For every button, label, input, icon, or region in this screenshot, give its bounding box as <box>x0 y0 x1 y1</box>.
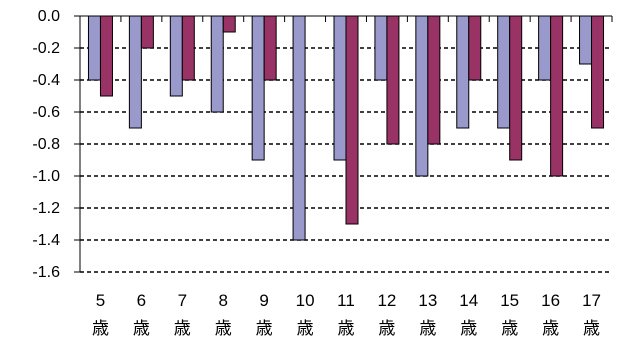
x-tick-label: 7 <box>178 291 187 310</box>
bar-series1-13 <box>416 16 428 176</box>
x-tick-label: 11 <box>337 291 355 310</box>
bar-series2-9 <box>264 16 276 80</box>
x-tick-label: 13 <box>418 291 437 310</box>
x-tick-label: 8 <box>218 291 227 310</box>
x-tick-unit-label: 歳 <box>174 319 191 339</box>
bar-series1-9 <box>252 16 264 160</box>
y-tick-label: -1.2 <box>32 200 60 217</box>
bar-series2-7 <box>182 16 194 80</box>
bar-series1-11 <box>334 16 346 160</box>
bar-series2-15 <box>510 16 522 160</box>
bar-series2-11 <box>346 16 358 224</box>
x-tick-label: 14 <box>459 291 478 310</box>
bar-series2-14 <box>469 16 481 80</box>
bar-series1-10 <box>293 16 305 240</box>
bar-series1-16 <box>539 16 551 80</box>
bar-series1-14 <box>457 16 469 128</box>
bar-series1-5 <box>88 16 100 80</box>
bar-series1-15 <box>498 16 510 128</box>
bar-series2-8 <box>223 16 235 32</box>
bar-series1-8 <box>211 16 223 112</box>
x-tick-label: 17 <box>582 291 601 310</box>
y-tick-labels: 0.0 -0.2 -0.4 -0.6 -0.8 -1.0 -1.2 -1.4 -1.6 <box>32 8 60 281</box>
x-tick-unit-label: 歳 <box>256 319 273 339</box>
y-tick-label: -1.6 <box>32 264 60 281</box>
x-tick-label: 16 <box>541 291 560 310</box>
x-tick-unit-label: 歳 <box>133 319 150 339</box>
bar-series2-5 <box>100 16 112 96</box>
x-tick-unit-label: 歳 <box>338 319 355 339</box>
bars <box>88 16 603 240</box>
bar-series2-17 <box>592 16 604 128</box>
x-tick-label: 12 <box>377 291 396 310</box>
bar-series1-17 <box>580 16 592 64</box>
x-tick-unit-label: 歳 <box>297 319 314 339</box>
x-tick-unit-label: 歳 <box>92 319 109 339</box>
bar-series1-6 <box>129 16 141 128</box>
x-tick-label: 6 <box>137 291 146 310</box>
x-tick-label: 5 <box>96 291 105 310</box>
x-tick-unit-label: 歳 <box>583 319 600 339</box>
x-tick-unit-label: 歳 <box>460 319 477 339</box>
y-tick-label: -1.4 <box>32 232 60 249</box>
x-tick-label: 9 <box>259 291 268 310</box>
y-tick-label: -0.6 <box>32 104 60 121</box>
bar-series2-12 <box>387 16 399 144</box>
y-tick-label: -0.8 <box>32 136 60 153</box>
bar-series2-6 <box>141 16 153 48</box>
x-tick-label: 15 <box>500 291 519 310</box>
x-tick-labels: 5 歳 6 歳 7 歳 8 歳 9 歳 10 歳 11 歳 12 歳 13 歳 14 歳 15 歳 16 歳 17 歳 <box>92 291 601 339</box>
y-tick-label: -0.4 <box>32 72 60 89</box>
x-tick-label: 10 <box>296 291 315 310</box>
bar-series2-16 <box>551 16 563 176</box>
x-tick-unit-label: 歳 <box>419 319 436 339</box>
bar-series1-12 <box>375 16 387 80</box>
y-tick-label: -0.2 <box>32 40 60 57</box>
x-tick-unit-label: 歳 <box>542 319 559 339</box>
x-tick-unit-label: 歳 <box>378 319 395 339</box>
y-tick-label: 0.0 <box>38 8 60 25</box>
x-tick-unit-label: 歳 <box>215 319 232 339</box>
y-tick-label: -1.0 <box>32 168 60 185</box>
x-tick-unit-label: 歳 <box>501 319 518 339</box>
bar-series1-7 <box>170 16 182 96</box>
bar-series2-13 <box>428 16 440 144</box>
